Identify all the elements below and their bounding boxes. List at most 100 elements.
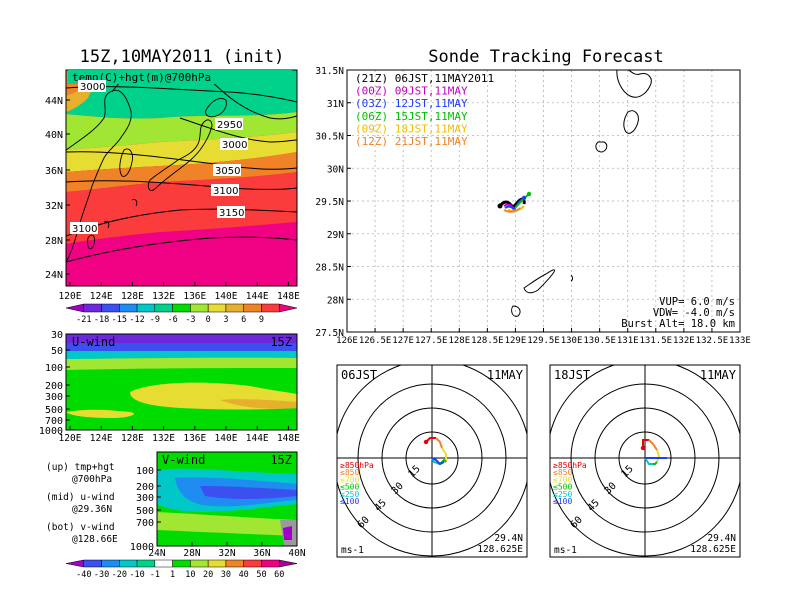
left-title: 15Z,10MAY2011 (init) <box>80 47 285 67</box>
legend-entry: (09Z) 18JST,11MAY <box>355 122 468 135</box>
track-info: VUP= 6.0 m/s VDW= -4.0 m/s Burst Alt= 18… <box>621 296 735 330</box>
lon-tick-label: 144E <box>246 291 269 302</box>
colorbar-tick-label: 0 <box>206 315 211 325</box>
p-tick-label: 30 <box>51 330 63 341</box>
colorbar-tick-label: 1 <box>170 570 175 580</box>
colorbar-tick-label: 60 <box>274 570 284 580</box>
hodo-date: 11MAY <box>487 368 524 382</box>
lon-tick-label: 129E <box>505 336 527 346</box>
hodo-segment <box>435 437 443 449</box>
colorbar-tick-label: -1 <box>150 570 160 580</box>
lon-tick-label: 133E <box>729 336 751 346</box>
colorbar-tick-label: -20 <box>112 570 127 580</box>
lon-tick-label: 140E <box>215 433 238 444</box>
colorbar-tick-label: 9 <box>259 315 264 325</box>
colorbar-tick-label: -30 <box>94 570 109 580</box>
map-lat-ticks: 44N 40N 36N 32N 28N 24N <box>45 96 70 281</box>
p-tick-label: 500 <box>136 506 154 517</box>
hodo-frame <box>549 364 741 558</box>
colorbar-swatch <box>243 559 262 568</box>
hodo-segment <box>642 439 649 448</box>
colorbar-tick-label: -9 <box>150 315 160 325</box>
hodo-segment <box>644 457 653 465</box>
contour-label: 2950 <box>217 120 242 131</box>
colorbar-swatch <box>207 303 227 313</box>
lon-tick-label: 124E <box>90 433 113 444</box>
colorbar-swatch <box>136 303 156 313</box>
colorbar-swatch <box>172 303 191 313</box>
note-line: @700hPa <box>72 474 112 485</box>
colorbar-swatch <box>190 303 209 313</box>
p-tick-label: 700 <box>45 416 63 427</box>
info-line: VDW= -4.0 m/s <box>653 307 735 319</box>
level-legend: ≤700 <box>340 475 359 484</box>
hodo-date: 11MAY <box>700 368 737 382</box>
colorbar-swatch <box>261 559 280 568</box>
lat-tick-label: 24N <box>148 548 165 559</box>
lat-tick-label: 30.5N <box>315 132 344 143</box>
lon-tick-label: 140E <box>215 291 238 302</box>
v-wind-label: V-wind <box>162 453 205 467</box>
temp-colorbar: -21 -18 -15 -12 -9 -6 -3 0 3 6 9 <box>65 303 298 325</box>
level-legend: ≥850hPa <box>340 461 374 470</box>
lon-tick-label: 148E <box>277 291 300 302</box>
colorbar-swatch <box>83 559 102 568</box>
lon-tick-label: 128E <box>121 433 144 444</box>
ring-label: 15 <box>620 464 636 480</box>
lat-tick-label: 36N <box>45 166 63 177</box>
map-lon-ticks: 120E 124E 128E 132E 136E 140E 144E 148E <box>59 282 300 302</box>
level-legend: ≤500 <box>340 483 359 492</box>
lon-tick-label: 148E <box>277 433 300 444</box>
colorbar-tick-label: -21 <box>76 315 91 325</box>
colorbar-tick-label: 3 <box>223 315 228 325</box>
hodo-segment <box>648 439 658 451</box>
ring-label: 30 <box>603 481 619 497</box>
colorbar-tick-label: -18 <box>94 315 109 325</box>
lon-tick-label: 120E <box>59 433 82 444</box>
colorbar-swatch <box>154 559 173 568</box>
info-line: Burst Alt= 18.0 km <box>621 318 735 330</box>
colorbar-swatch <box>136 559 156 568</box>
hodo-start <box>640 445 646 451</box>
u-wind-label: U-wind <box>72 335 115 349</box>
ring-label: 60 <box>356 515 372 531</box>
lat-tick-label: 28N <box>45 236 63 247</box>
p-tick-label: 200 <box>45 381 63 392</box>
lon-tick-label: 132.5E <box>696 336 729 346</box>
p-tick-label: 700 <box>136 518 154 529</box>
legend-entry: (21Z) 06JST,11MAY2011 <box>355 72 494 85</box>
level-legend: ≤250 <box>340 490 359 499</box>
lon-tick-label: 129.5E <box>527 336 560 346</box>
p-tick-label: 100 <box>136 466 154 477</box>
legend-entry: (12Z) 21JST,11MAY <box>355 135 468 148</box>
lat-tick-label: 29.5N <box>315 197 344 208</box>
colorbar-swatch <box>243 303 262 313</box>
note-line: @29.36N <box>72 504 112 515</box>
lat-tick-label: 28.5N <box>315 263 344 274</box>
map-label: temp(C)+hgt(m)@700hPa <box>72 71 211 84</box>
lat-tick-label: 40N <box>288 548 305 559</box>
hodo-segment <box>441 447 447 462</box>
lon-tick-label: 127.5E <box>415 336 448 346</box>
lon-tick-label: 127E <box>392 336 414 346</box>
hodo-lat: 29.4N <box>494 533 523 544</box>
lat-tick-label: 32N <box>45 201 63 212</box>
colorbar-swatch <box>261 303 280 313</box>
level-legend: ≤700 <box>553 475 572 484</box>
ring-label: 30 <box>390 481 406 497</box>
lat-tick-label: 30N <box>327 164 344 175</box>
lon-tick-label: 131E <box>617 336 639 346</box>
contour-label: 3150 <box>219 208 244 219</box>
contour-labels: 3000 2950 3000 3050 3100 3150 3100 <box>70 80 248 235</box>
hodo-lon: 128.625E <box>690 544 736 555</box>
colorbar-swatch <box>207 559 227 568</box>
lat-tick-label: 28N <box>183 548 200 559</box>
hodo-time: 06JST <box>341 368 377 382</box>
colorbar-tick-label: 40 <box>239 570 249 580</box>
contour-label: 3100 <box>72 224 97 235</box>
